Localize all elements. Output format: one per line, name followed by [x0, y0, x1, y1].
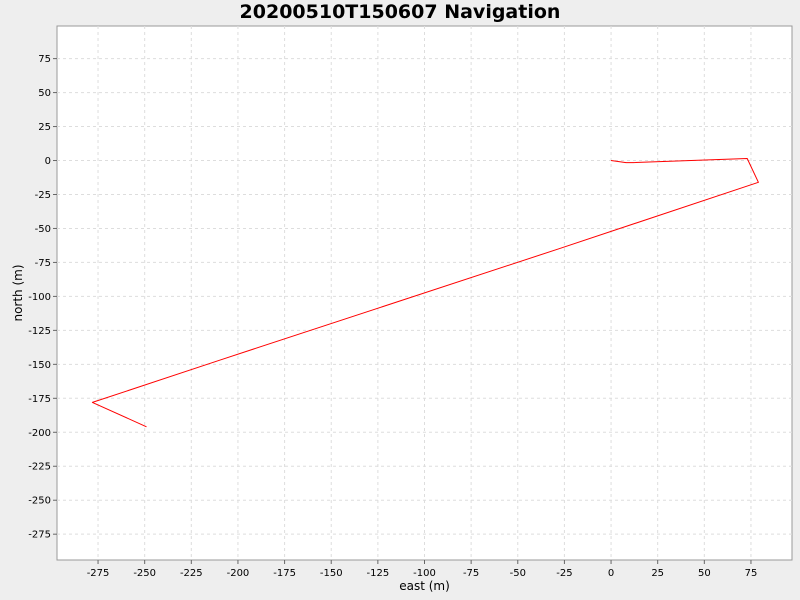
x-tick-label: -275: [87, 568, 110, 579]
x-tick-label: -75: [463, 568, 479, 579]
x-tick-label: -175: [273, 568, 296, 579]
y-tick-label: -225: [28, 462, 51, 473]
x-tick-label: -100: [413, 568, 436, 579]
y-tick-label: 25: [38, 122, 51, 133]
x-axis-label: east (m): [399, 579, 450, 593]
x-tick-label: 50: [698, 568, 711, 579]
y-tick-label: -75: [35, 258, 51, 269]
y-tick-label: -25: [35, 190, 51, 201]
y-tick-label: -275: [28, 530, 51, 541]
x-axis: -275 -250 -225 -200 -175 -150 -125 -100 -75 -50 -2…: [87, 560, 758, 579]
x-tick-label: 0: [608, 568, 614, 579]
x-tick-label: -50: [510, 568, 526, 579]
y-tick-label: -150: [28, 360, 51, 371]
x-tick-label: -250: [133, 568, 156, 579]
chart-title: 20200510T150607 Navigation: [239, 1, 561, 23]
y-tick-label: -175: [28, 394, 51, 405]
y-tick-label: -100: [28, 292, 51, 303]
y-tick-label: -250: [28, 496, 51, 507]
x-tick-label: -150: [320, 568, 343, 579]
series-layer: [91, 158, 759, 428]
y-tick-label: -200: [28, 428, 51, 439]
grid: [57, 26, 792, 560]
x-tick-label: -25: [556, 568, 572, 579]
y-axis-label: north (m): [11, 264, 25, 321]
y-tick-label: -125: [28, 326, 51, 337]
x-tick-label: -225: [180, 568, 203, 579]
y-tick-label: -50: [35, 224, 51, 235]
x-tick-label: 25: [651, 568, 664, 579]
y-tick-label: 75: [38, 54, 51, 65]
y-axis: 75 50 25 0 -25 -50 -75 -100 -125 -150 -175 -200 -225…: [28, 54, 57, 541]
series-line: [91, 158, 759, 428]
y-tick-label: 50: [38, 88, 51, 99]
y-tick-label: 0: [45, 156, 51, 167]
x-tick-label: -125: [367, 568, 390, 579]
x-tick-label: 75: [745, 568, 758, 579]
x-tick-label: -200: [227, 568, 250, 579]
